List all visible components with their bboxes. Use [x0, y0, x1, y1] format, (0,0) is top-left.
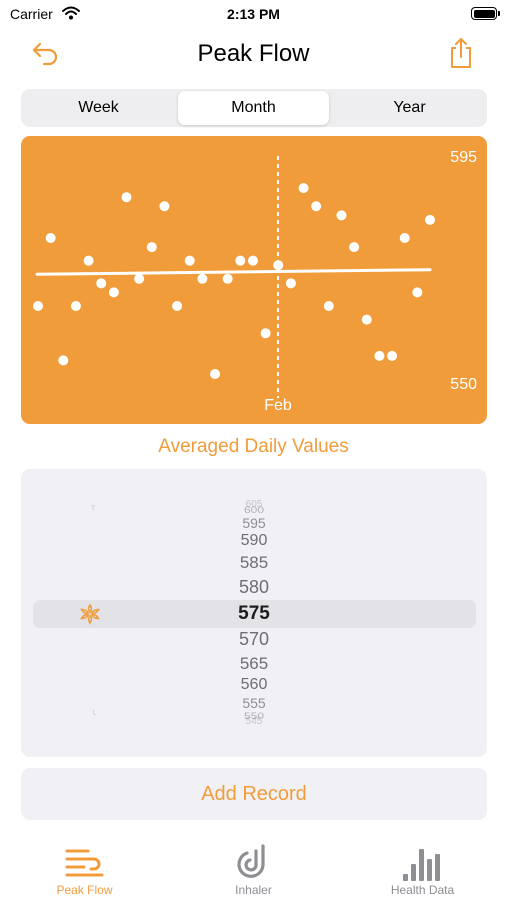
- trend-line: [35, 268, 432, 276]
- data-point: [349, 242, 360, 253]
- data-point: [425, 214, 435, 225]
- tab-label-peak-flow: Peak Flow: [56, 883, 113, 897]
- data-point: [374, 350, 385, 361]
- page-title: Peak Flow: [197, 40, 310, 67]
- picker-selected-value[interactable]: 575: [238, 603, 270, 624]
- data-point: [58, 355, 69, 366]
- data-point: [108, 287, 119, 298]
- data-point: [210, 369, 221, 379]
- data-point: [285, 278, 296, 289]
- data-point: [311, 201, 322, 212]
- value-picker[interactable]: ᵀ ᴸ 605 600 595 590 585 580 575 570 565 …: [21, 469, 487, 757]
- data-point: [134, 273, 145, 284]
- picker-value: 550: [243, 710, 265, 722]
- status-time: 2:13 PM: [227, 6, 280, 22]
- add-record-button[interactable]: Add Record: [21, 768, 487, 820]
- data-point: [197, 273, 208, 284]
- picker-value: 605: [245, 499, 263, 510]
- chart-caption: Averaged Daily Values: [158, 436, 349, 457]
- data-point: [361, 314, 372, 325]
- data-point: [273, 260, 284, 271]
- picker-value: 590: [240, 532, 268, 549]
- time-range-segmented-control: Week Month Year: [21, 89, 487, 127]
- picker-value: 555: [242, 695, 266, 711]
- carrier-label: Carrier: [10, 6, 53, 22]
- tab-health-data[interactable]: Health Data: [338, 830, 507, 900]
- data-point: [159, 201, 170, 212]
- asterisk-icon: [78, 602, 102, 626]
- data-point: [298, 183, 309, 194]
- picker-value: 585: [239, 553, 269, 572]
- picker-value: 560: [240, 676, 268, 693]
- picker-value: 570: [238, 629, 270, 649]
- data-point: [172, 301, 183, 311]
- data-point: [83, 255, 94, 266]
- share-icon[interactable]: [445, 36, 477, 70]
- chart-svg: 595 550 Feb: [33, 149, 477, 414]
- picker-value: 595: [242, 515, 266, 531]
- data-point: [387, 350, 398, 361]
- y-max-label: 595: [450, 149, 477, 166]
- bar-chart-icon: [403, 849, 440, 881]
- data-point: [184, 255, 195, 266]
- picker-selection-highlight: [33, 600, 476, 628]
- data-point: [412, 287, 423, 298]
- month-marker-label: Feb: [264, 397, 292, 414]
- tab-inhaler[interactable]: Inhaler: [169, 830, 338, 900]
- battery-icon: [471, 7, 500, 20]
- data-point: [96, 278, 107, 289]
- tab-label-inhaler: Inhaler: [235, 883, 272, 897]
- data-points: [33, 183, 435, 379]
- wifi-icon: [62, 6, 80, 25]
- picker-value: 545: [245, 716, 263, 727]
- inhaler-icon: [237, 844, 265, 878]
- tab-peak-flow[interactable]: Peak Flow: [0, 830, 169, 900]
- status-bar: Carrier 2:13 PM: [0, 0, 507, 30]
- data-point: [247, 255, 258, 266]
- picker-value: 580: [238, 577, 270, 597]
- y-min-label: 550: [450, 376, 477, 393]
- segment-year[interactable]: Year: [393, 99, 426, 116]
- navigation-bar: Peak Flow: [0, 30, 507, 78]
- data-point: [323, 301, 334, 311]
- picker-value: 600: [243, 504, 265, 516]
- tab-bar: Peak Flow Inhaler Health Data: [0, 830, 507, 900]
- tab-label-health-data: Health Data: [390, 883, 455, 897]
- picker-faint-mark-top: ᵀ: [91, 505, 96, 516]
- picker-value: 565: [239, 654, 269, 673]
- data-point: [33, 301, 43, 311]
- data-point: [70, 301, 81, 311]
- data-point: [260, 328, 271, 339]
- peak-flow-chart[interactable]: 595 550 Feb: [21, 136, 487, 424]
- undo-arrow-icon[interactable]: [30, 38, 62, 70]
- data-point: [399, 233, 410, 243]
- data-point: [121, 192, 132, 203]
- data-point: [235, 255, 246, 266]
- data-point: [146, 242, 157, 253]
- segment-week[interactable]: Week: [78, 99, 119, 116]
- data-point: [336, 210, 347, 221]
- picker-faint-mark-bottom: ᴸ: [93, 709, 97, 720]
- segment-month[interactable]: Month: [178, 91, 329, 125]
- data-point: [45, 233, 56, 243]
- wind-icon: [65, 849, 104, 877]
- data-point: [222, 273, 233, 284]
